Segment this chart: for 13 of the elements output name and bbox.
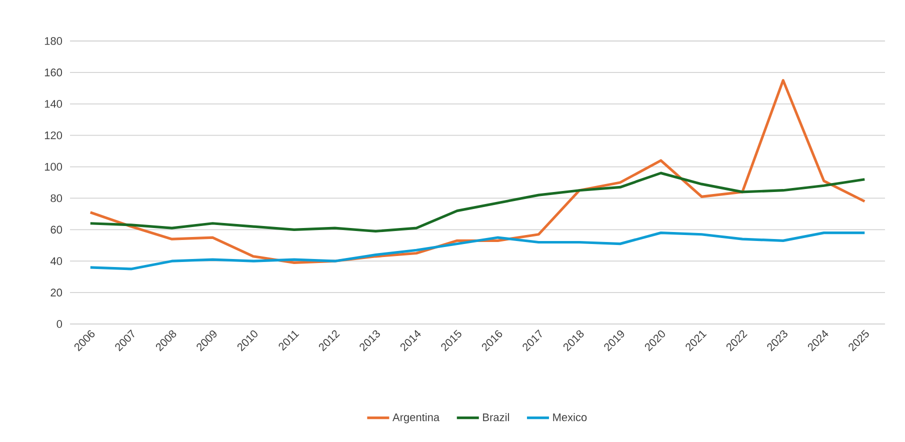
y-tick-label: 80 [50,194,62,202]
y-tick-label: 60 [50,226,62,234]
y-tick-label: 160 [44,68,62,76]
y-tick-label: 0 [56,320,62,328]
y-tick-label: 40 [50,257,62,266]
y-tick-label: 20 [50,288,62,296]
legend-label: Brazil [483,413,509,422]
legend-label: Mexico [553,413,587,422]
y-tick-label: 180 [44,37,62,45]
y-tick-label: 100 [44,162,62,171]
y-tick-label: 140 [44,100,62,108]
legend-label: Argentina [392,413,440,424]
y-tick-label: 120 [44,131,62,140]
